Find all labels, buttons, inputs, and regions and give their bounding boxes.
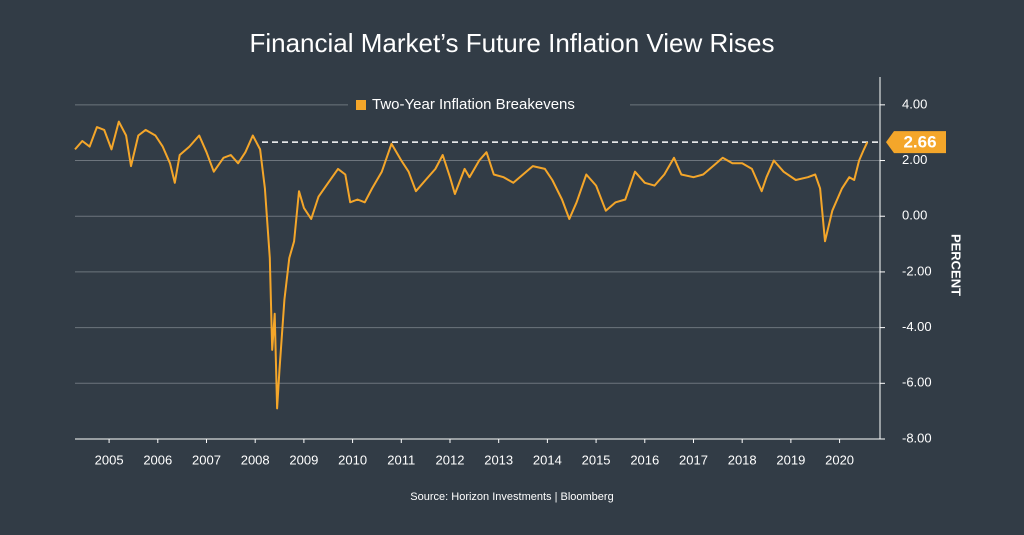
source: Source: Horizon Investments | Bloomberg xyxy=(410,491,613,503)
x-tick-label: 2012 xyxy=(436,452,465,467)
x-tick-label: 2007 xyxy=(192,452,221,467)
y-tick-label: -4.00 xyxy=(902,319,932,334)
x-tick-label: 2019 xyxy=(776,452,805,467)
series-line xyxy=(74,120,869,410)
x-tick-label: 2015 xyxy=(582,452,611,467)
chart-title: Financial Market’s Future Inflation View… xyxy=(249,28,774,58)
y-tick-label: 4.00 xyxy=(902,96,927,111)
x-tick-label: 2014 xyxy=(533,452,562,467)
x-tick-label: 2016 xyxy=(630,452,659,467)
y-tick-label: 0.00 xyxy=(902,208,927,223)
x-tick-label: 2020 xyxy=(825,452,854,467)
y-tick-label: -8.00 xyxy=(902,430,932,445)
y-tick-label: -2.00 xyxy=(902,263,932,278)
x-tick-label: 2006 xyxy=(143,452,172,467)
y-axis-label: PERCENT xyxy=(949,234,964,296)
x-tick-label: 2011 xyxy=(387,452,415,467)
x-tick-label: 2009 xyxy=(289,452,318,467)
legend-label: Two-Year Inflation Breakevens xyxy=(372,96,575,113)
annotation-label: 2.66 xyxy=(903,133,936,152)
x-tick-label: 2010 xyxy=(338,452,367,467)
x-tick-label: 2018 xyxy=(728,452,757,467)
x-tick-label: 2017 xyxy=(679,452,708,467)
y-tick-label: -6.00 xyxy=(902,375,932,390)
legend-swatch xyxy=(356,100,366,110)
x-tick-label: 2013 xyxy=(484,452,513,467)
annotation-badge xyxy=(886,131,946,154)
x-tick-label: 2008 xyxy=(241,452,270,467)
y-tick-label: 2.00 xyxy=(902,152,927,167)
x-tick-label: 2005 xyxy=(95,452,124,467)
legend-bg xyxy=(348,95,630,115)
